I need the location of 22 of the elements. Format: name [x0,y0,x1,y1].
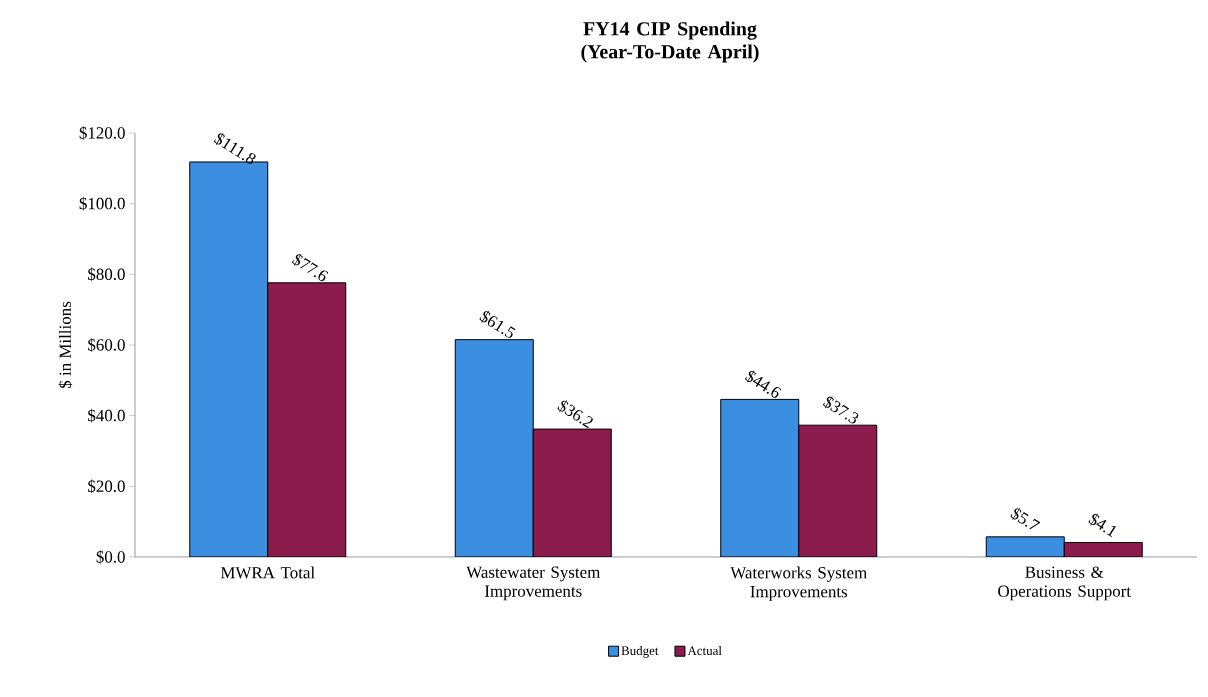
data-label: $37.3 [822,396,859,424]
y-tick-label: $100.0 [79,196,125,211]
chart-title: FY14 CIP Spending (Year-To-Date April) [581,21,759,63]
x-tick-label: Wastewater System Improvements [466,566,601,601]
data-label: $5.7 [1010,508,1041,530]
data-label: $61.5 [479,310,516,338]
y-axis-title: $ in Millions [58,301,73,389]
data-label: $44.6 [744,370,782,398]
y-tick-label: $40.0 [88,408,125,423]
x-tick-label: Business & Operations Support [998,566,1131,601]
y-tick-label: $20.0 [88,479,125,494]
y-tick-label: $80.0 [88,267,125,282]
y-tick-label: $120.0 [79,126,125,140]
data-label: $77.6 [291,253,329,282]
x-tick-label: MWRA Total [220,566,315,579]
data-label: $36.2 [557,400,593,429]
y-tick-label: $0.0 [96,550,125,564]
y-tick-label: $60.0 [88,338,125,352]
x-tick-label: Waterworks System Improvements [730,566,867,601]
legend-label: Budget [621,645,659,658]
legend-label: Actual [687,645,722,656]
data-label: $4.1 [1088,513,1116,538]
